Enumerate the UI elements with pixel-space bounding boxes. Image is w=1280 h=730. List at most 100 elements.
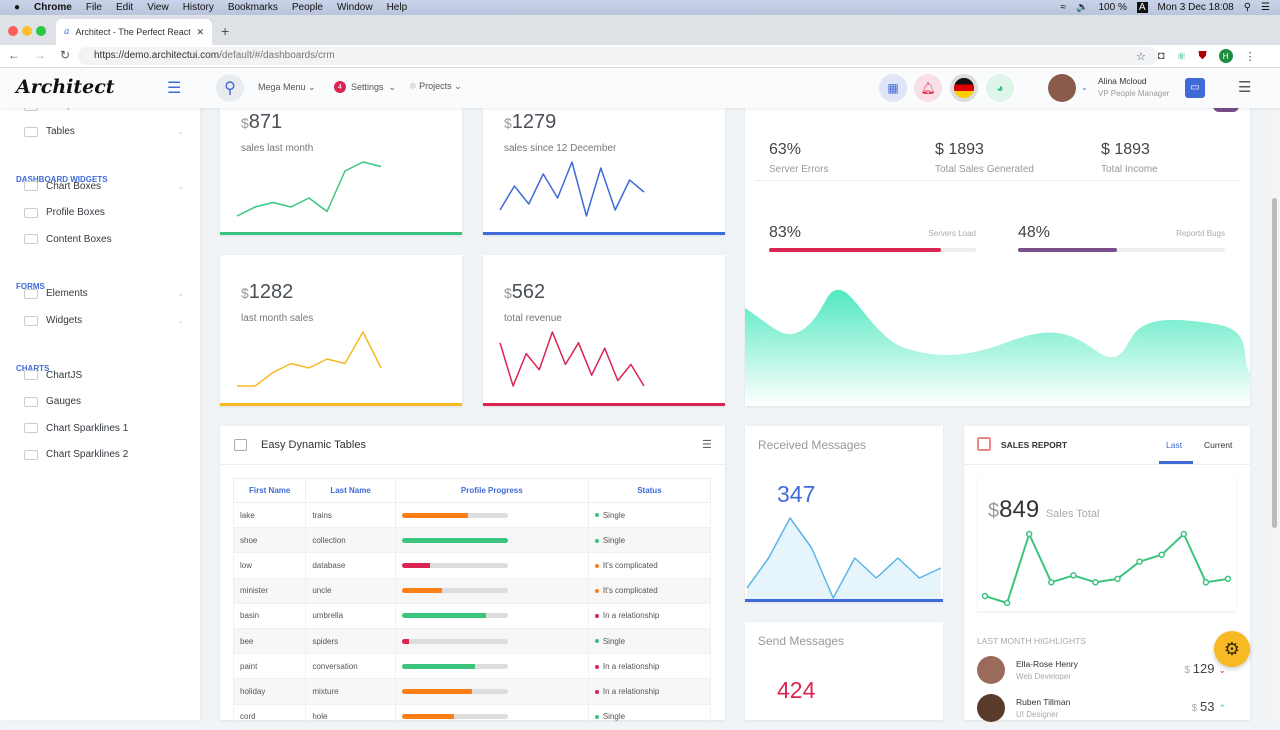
settings-label: Settings [351,82,384,92]
theme-settings-gear-icon[interactable]: ⚙ [1214,631,1250,667]
progress-fill [1018,248,1118,252]
search-button[interactable]: ⚲ [216,74,244,102]
sidebar-item-tables[interactable]: Tables ⌄ [24,126,184,137]
sidebar-item-chart-sparklines-2[interactable]: Chart Sparklines 2 [24,449,184,460]
menu-window[interactable]: Window [336,2,373,13]
first-name-cell: low [232,552,307,579]
sparkline-point [1070,572,1077,579]
currency-symbol: $ [1184,665,1193,676]
table-row[interactable]: bee spiders Single [232,627,712,655]
back-icon[interactable]: ← [8,48,20,62]
browser-tab[interactable]: a Architect - The Perfect ReactJ ✕ [56,19,212,45]
table-menu-icon[interactable]: ☰ [702,439,712,451]
menu-edit[interactable]: Edit [115,2,134,13]
column-header[interactable]: First Name [232,478,307,503]
menu-bookmarks[interactable]: Bookmarks [227,2,278,13]
table-row[interactable]: cord hole Single [232,703,712,730]
close-tab-icon[interactable]: ✕ [196,26,204,37]
page-scrollbar[interactable] [1270,108,1280,720]
notifications-bell-icon[interactable]: 🔔︎ [914,74,942,102]
sidebar: Components Tables⌄Dashboard WidgetsChart… [0,100,200,720]
right-menu-icon[interactable]: ☰ [1238,79,1252,96]
camera-extension-icon[interactable]: ◘ [1157,50,1165,62]
tab-last[interactable]: Last [1166,440,1183,450]
sales-widget: $1279 sales since 12 December [483,108,725,235]
sidebar-item-widgets[interactable]: Widgets ⌄ [24,315,184,326]
minimize-window-button[interactable] [22,26,32,36]
forward-icon[interactable]: → [34,48,46,62]
os-menubar: ● Chrome File Edit View History Bookmark… [0,0,1280,15]
table-row[interactable]: low database It's complicated [232,552,712,579]
mega-menu-button[interactable]: Mega Menu ⌄ [258,82,316,92]
sidebar-item-elements[interactable]: Elements ⌄ [24,288,184,299]
close-window-button[interactable] [8,26,18,36]
menu-file[interactable]: File [85,2,102,13]
hamburger-icon[interactable]: ☰ [167,80,182,97]
table-row[interactable]: lake trains Single [232,501,712,529]
scrollbar-thumb[interactable] [1272,198,1277,528]
sales-total-panel: $849 Sales Total [977,476,1236,611]
user-avatar[interactable] [1048,74,1076,102]
stat-value: $ 1893 [1101,141,1150,158]
spotlight-icon[interactable]: ⚲ [1243,2,1252,13]
column-header[interactable]: Profile Progress [394,478,589,503]
status-cell: In a relationship [587,653,712,680]
settings-button[interactable]: 4 Settings ⌄ [334,81,396,93]
widget-value: $562 [504,281,545,304]
sidebar-item-chartjs[interactable]: ChartJS [24,370,184,381]
calendar-button[interactable]: ▭ [1185,78,1205,98]
table-row[interactable]: shoe collection Single [232,527,712,554]
user-dropdown-icon[interactable]: ⌄ [1081,83,1088,92]
sparkline-point [1114,575,1121,583]
battery-text[interactable]: 100 % [1098,2,1127,13]
apple-icon[interactable]: ● [14,2,21,13]
new-tab-button[interactable]: + [221,23,230,39]
sidebar-item-chart-boxes[interactable]: Chart Boxes ⌄ [24,181,184,192]
table-row[interactable]: paint conversation In a relationship [232,653,712,680]
chevron-down-icon: ⌄ [177,127,184,136]
favicon-icon: a [64,27,70,37]
projects-button[interactable]: ✻ Projects ⌄ [409,81,462,91]
menu-chrome[interactable]: Chrome [34,2,72,13]
ublock-extension-icon[interactable]: ⛊ [1198,49,1207,62]
progress-cell [394,527,589,554]
chrome-menu-icon[interactable]: ⋮ [1244,50,1256,63]
volume-icon[interactable]: 🔈 [1076,2,1089,13]
input-source[interactable]: A [1136,2,1148,13]
header-button-partial[interactable] [1213,104,1239,112]
sidebar-item-label: Elements [46,288,88,300]
profile-progress-bar [401,638,508,644]
first-name-cell: paint [232,653,307,680]
notification-center-icon[interactable]: ☰ [1261,2,1270,13]
person-avatar [977,694,1005,722]
wifi-icon[interactable]: ≈ [1060,2,1067,13]
menu-view[interactable]: View [147,2,169,13]
table-row[interactable]: minister uncle It's complicated [232,577,712,604]
bookmark-star-icon[interactable]: ☆ [1136,50,1146,63]
menu-help[interactable]: Help [386,2,408,13]
tab-bar [0,15,1280,45]
url-field[interactable]: https://demo.architectui.com/default/#/d… [78,47,1158,65]
table-row[interactable]: basin umbrella In a relationship [232,602,712,629]
maximize-window-button[interactable] [36,26,46,36]
react-extension-icon[interactable]: ⚛ [1176,50,1187,63]
reload-icon[interactable]: ↻ [60,48,71,62]
activity-icon[interactable]: ◕ [986,74,1014,102]
sidebar-item-gauges[interactable]: Gauges [24,396,184,407]
tab-current[interactable]: Current [1204,440,1233,450]
menu-people[interactable]: People [291,2,323,13]
clock[interactable]: Mon 3 Dec 18:08 [1157,2,1234,13]
status-dot [594,563,599,568]
column-header[interactable]: Last Name [305,478,396,503]
language-flag-icon[interactable] [950,74,978,102]
profile-avatar[interactable]: H [1218,49,1233,63]
person-name: Ruben Tillman [1016,697,1071,707]
apps-grid-icon[interactable]: ▦ [879,74,907,102]
sidebar-item-chart-sparklines-1[interactable]: Chart Sparklines 1 [24,423,184,434]
sidebar-item-profile-boxes[interactable]: Profile Boxes [24,207,184,218]
table-row[interactable]: holiday mixture In a relationship [232,678,712,705]
sidebar-item-content-boxes[interactable]: Content Boxes [24,234,184,245]
widget-label: total revenue [504,313,562,324]
column-header[interactable]: Status [587,478,712,503]
menu-history[interactable]: History [182,2,214,13]
